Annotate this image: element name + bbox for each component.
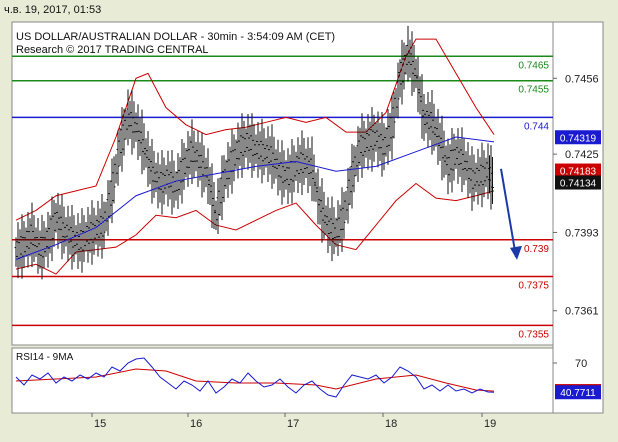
- chart-subtitle: Research © 2017 TRADING CENTRAL: [16, 44, 209, 56]
- level-label: 0.7375: [518, 280, 549, 291]
- level-label: 0.739: [524, 244, 549, 255]
- x-tick-label: 19: [484, 418, 496, 430]
- x-tick-label: 17: [287, 418, 299, 430]
- rsi-panel: [11, 347, 554, 414]
- x-tick-label: 16: [190, 418, 202, 430]
- header-datetime: ч.в. 19, 2017, 01:53: [4, 4, 102, 16]
- price-tick-label: 0.7393: [565, 227, 599, 239]
- x-tick-label: 18: [385, 418, 397, 430]
- rsi-label: RSI14 - 9MA: [16, 352, 74, 363]
- level-label: 0.744: [524, 121, 549, 132]
- price-label: 0.74319: [560, 133, 597, 144]
- price-label: 0.74183: [560, 167, 597, 178]
- x-tick-label: 15: [94, 418, 106, 430]
- level-label: 0.7455: [518, 85, 549, 96]
- price-axis-panel: [552, 21, 604, 414]
- price-label-box: [555, 130, 601, 145]
- price-label: 0.74134: [560, 179, 597, 190]
- price-tick-label: 0.7456: [565, 73, 599, 85]
- bollinger-lower: [15, 182, 495, 275]
- price-label-box: [555, 175, 601, 190]
- bollinger-upper: [15, 38, 495, 221]
- rsi-value-label: 40.7711: [560, 388, 596, 399]
- price-tick-label: 0.7361: [565, 306, 599, 318]
- level-label: 0.7355: [518, 329, 549, 340]
- price-tick-label: 0.7425: [565, 149, 599, 161]
- chart-title: US DOLLAR/AUSTRALIAN DOLLAR - 30min - 3:…: [16, 31, 335, 43]
- rsi-tick-label: 70: [575, 358, 587, 370]
- price-label-box: [555, 163, 601, 178]
- forecast-arrow-head: [510, 245, 522, 260]
- level-label: 0.7465: [518, 60, 549, 71]
- rsi-line: [15, 357, 495, 398]
- forecast-arrow-line: [500, 168, 517, 258]
- moving-average-line: [15, 136, 495, 260]
- rsi-label-box: [555, 385, 601, 400]
- rsi-ma-line: [15, 368, 495, 392]
